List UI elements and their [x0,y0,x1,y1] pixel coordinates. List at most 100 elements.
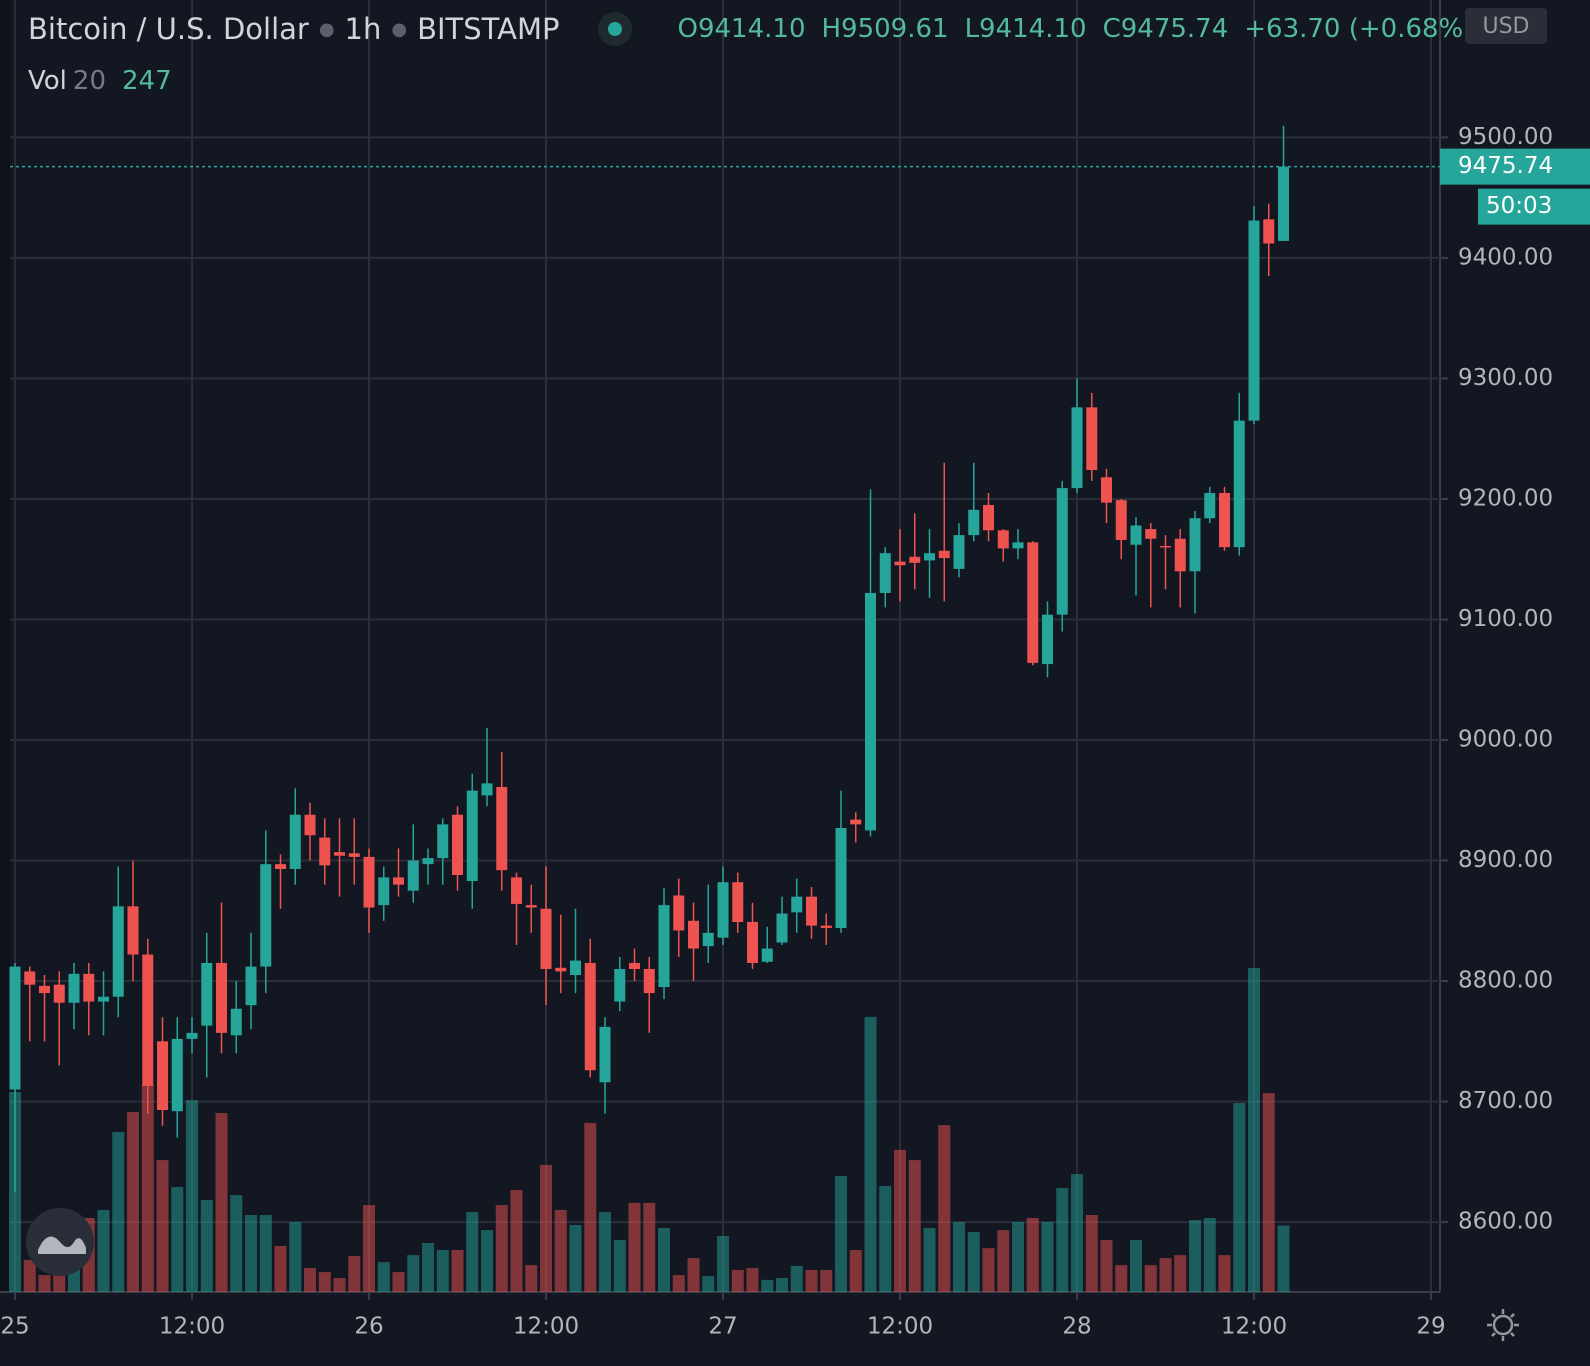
y-tick-label: 9200.00 [1458,485,1553,511]
volume-bar [687,1258,700,1292]
candle-body [1174,538,1186,572]
candle-body [186,1032,198,1039]
volume-bar [820,1269,833,1292]
x-tick-label: 27 [708,1314,737,1340]
volume-bar [112,1132,125,1292]
volume-bar [1085,1215,1098,1292]
candle-body [275,864,287,869]
volume-bar [864,1016,877,1292]
volume-bar [776,1278,789,1292]
volume-bar [1233,1103,1246,1292]
y-tick-label: 9100.00 [1458,606,1553,632]
volume-bar [451,1250,464,1292]
candle-body [850,819,862,825]
candle-body [1204,492,1216,519]
candle-body [865,592,877,831]
candle-body [496,787,508,871]
candle-body [953,535,965,569]
volume-bar [436,1250,449,1292]
volume-bar [997,1230,1010,1292]
candle-body [732,882,744,922]
candle-body [820,925,832,929]
candle-body [629,962,641,969]
candle-body [319,837,331,866]
candle-body [555,967,567,972]
candle-body [1071,407,1083,489]
volume-bar [245,1215,258,1292]
candle-body [1101,477,1113,503]
volume-bar [377,1262,390,1292]
candle-body [1086,407,1098,471]
volume-bar [23,1259,36,1292]
volume-length: 20 [72,66,106,96]
candles [9,125,1290,1192]
volume-bar [274,1245,287,1292]
volume-bar [1041,1222,1054,1292]
candle-body [968,509,980,536]
volume-value: 247 [122,66,172,96]
separator: ● [318,18,335,40]
volume-bar [879,1185,892,1292]
candle-body [924,553,936,561]
volume-bar [908,1160,921,1292]
volume-bar [304,1268,317,1292]
candle-body [171,1038,183,1112]
settings-icon[interactable] [1487,1309,1519,1341]
volume-legend: Vol 20 247 [28,66,172,96]
x-tick-label: 26 [354,1314,383,1340]
volume-bar [141,1085,154,1292]
logo[interactable] [26,1208,94,1276]
volume-bar [953,1222,966,1292]
candle-body [334,852,346,856]
volume-bar [1248,967,1261,1292]
x-tick-label: 28 [1062,1314,1091,1340]
x-tick-label: 12:00 [159,1314,225,1340]
candle-body [9,966,21,1090]
x-tick-label: 12:00 [1221,1314,1287,1340]
candle-body [835,827,847,929]
volume-bar [1218,1255,1231,1292]
symbol: Bitcoin / U.S. Dollar [28,12,309,46]
volume-bar [348,1255,361,1292]
volume-bar [599,1212,612,1292]
candle-body [348,853,360,857]
volume-bar [259,1215,272,1292]
y-tick-label: 9300.00 [1458,365,1553,391]
volume-bar [702,1276,715,1292]
volume-bar [422,1243,435,1292]
candle-body [879,553,891,593]
volume-bar [731,1269,744,1292]
volume-bar [1159,1258,1172,1292]
currency-button[interactable]: USD [1465,8,1547,44]
volume-bar [923,1227,936,1292]
volume-bar [643,1202,656,1292]
candle-body [39,985,51,994]
candle-body [142,954,154,1086]
volume-bar [982,1248,995,1292]
candle-body [157,1041,169,1111]
candle-body [378,877,390,906]
candle-body [1278,166,1290,241]
candle-body [1027,542,1039,663]
candle-body [53,984,65,1003]
candle-body [1219,492,1231,548]
candle-body [584,962,596,1071]
interval: 1h [344,12,382,46]
candle-body [643,969,655,994]
ohlc-open: O9414.10 [677,14,806,44]
candle-body [304,814,316,836]
x-tick-label: 12:00 [867,1314,933,1340]
candle-body [216,962,228,1033]
candle-body [1056,488,1068,615]
candle-body [673,895,685,931]
volume-bar [1026,1217,1039,1292]
candle-body [717,882,729,938]
volume-bar [289,1222,302,1292]
volume-bar [1174,1255,1187,1292]
volume-label: Vol [28,66,67,96]
candle-body [511,877,523,904]
volume-bar [1012,1222,1025,1292]
volume-bar [38,1275,51,1292]
candle-body [688,920,700,949]
